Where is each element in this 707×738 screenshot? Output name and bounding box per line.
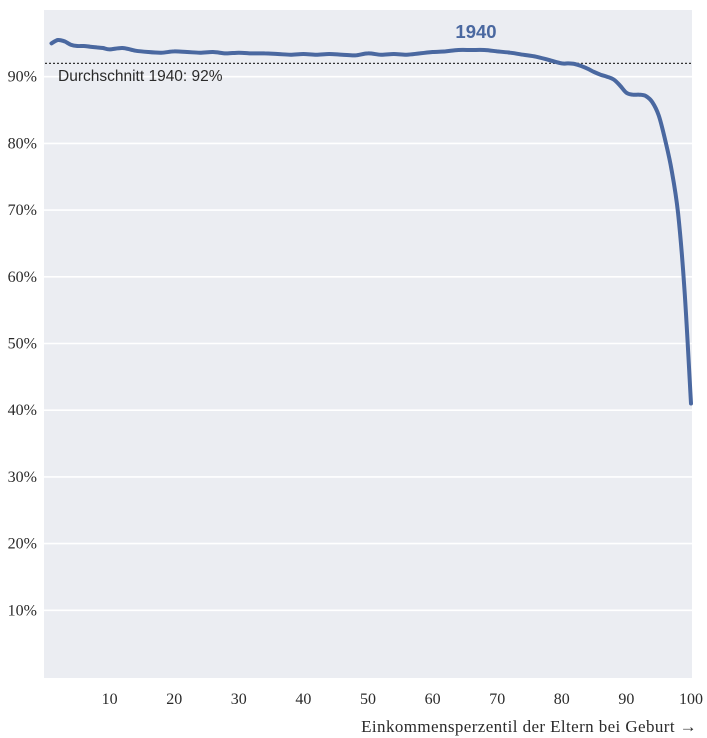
y-tick-label-90: 90%: [8, 69, 37, 86]
gridlines: [44, 75, 692, 612]
x-tick-label-20: 20: [166, 691, 182, 708]
average-reference-label: Durchschnitt 1940: 92%: [58, 68, 223, 85]
y-tick-label-40: 40%: [8, 402, 37, 419]
y-tick-label-20: 20%: [8, 536, 37, 553]
x-tick-label-100: 100: [679, 691, 703, 708]
series-line-1940: [49, 37, 693, 406]
x-tick-label-10: 10: [102, 691, 118, 708]
x-tick-label-90: 90: [618, 691, 634, 708]
y-tick-label-10: 10%: [8, 602, 37, 619]
y-tick-label-30: 30%: [8, 469, 37, 486]
y-axis-tick-labels: 10% 20% 30% 40% 50% 60% 70% 80% 90%: [8, 69, 37, 620]
y-tick-label-80: 80%: [8, 135, 37, 152]
y-tick-label-50: 50%: [8, 336, 37, 353]
x-tick-label-30: 30: [231, 691, 247, 708]
series-label-1940: 1940: [455, 21, 496, 42]
x-tick-label-50: 50: [360, 691, 376, 708]
y-tick-label-60: 60%: [8, 269, 37, 286]
x-tick-label-60: 60: [425, 691, 441, 708]
x-axis-tick-labels: 10 20 30 40 50 60 70 80 90 100: [102, 691, 703, 708]
x-tick-label-70: 70: [489, 691, 505, 708]
x-tick-label-40: 40: [295, 691, 311, 708]
x-axis-title: Einkommensperzentil der Eltern bei Gebur…: [361, 717, 697, 736]
x-tick-label-80: 80: [554, 691, 570, 708]
y-tick-label-70: 70%: [8, 202, 37, 219]
